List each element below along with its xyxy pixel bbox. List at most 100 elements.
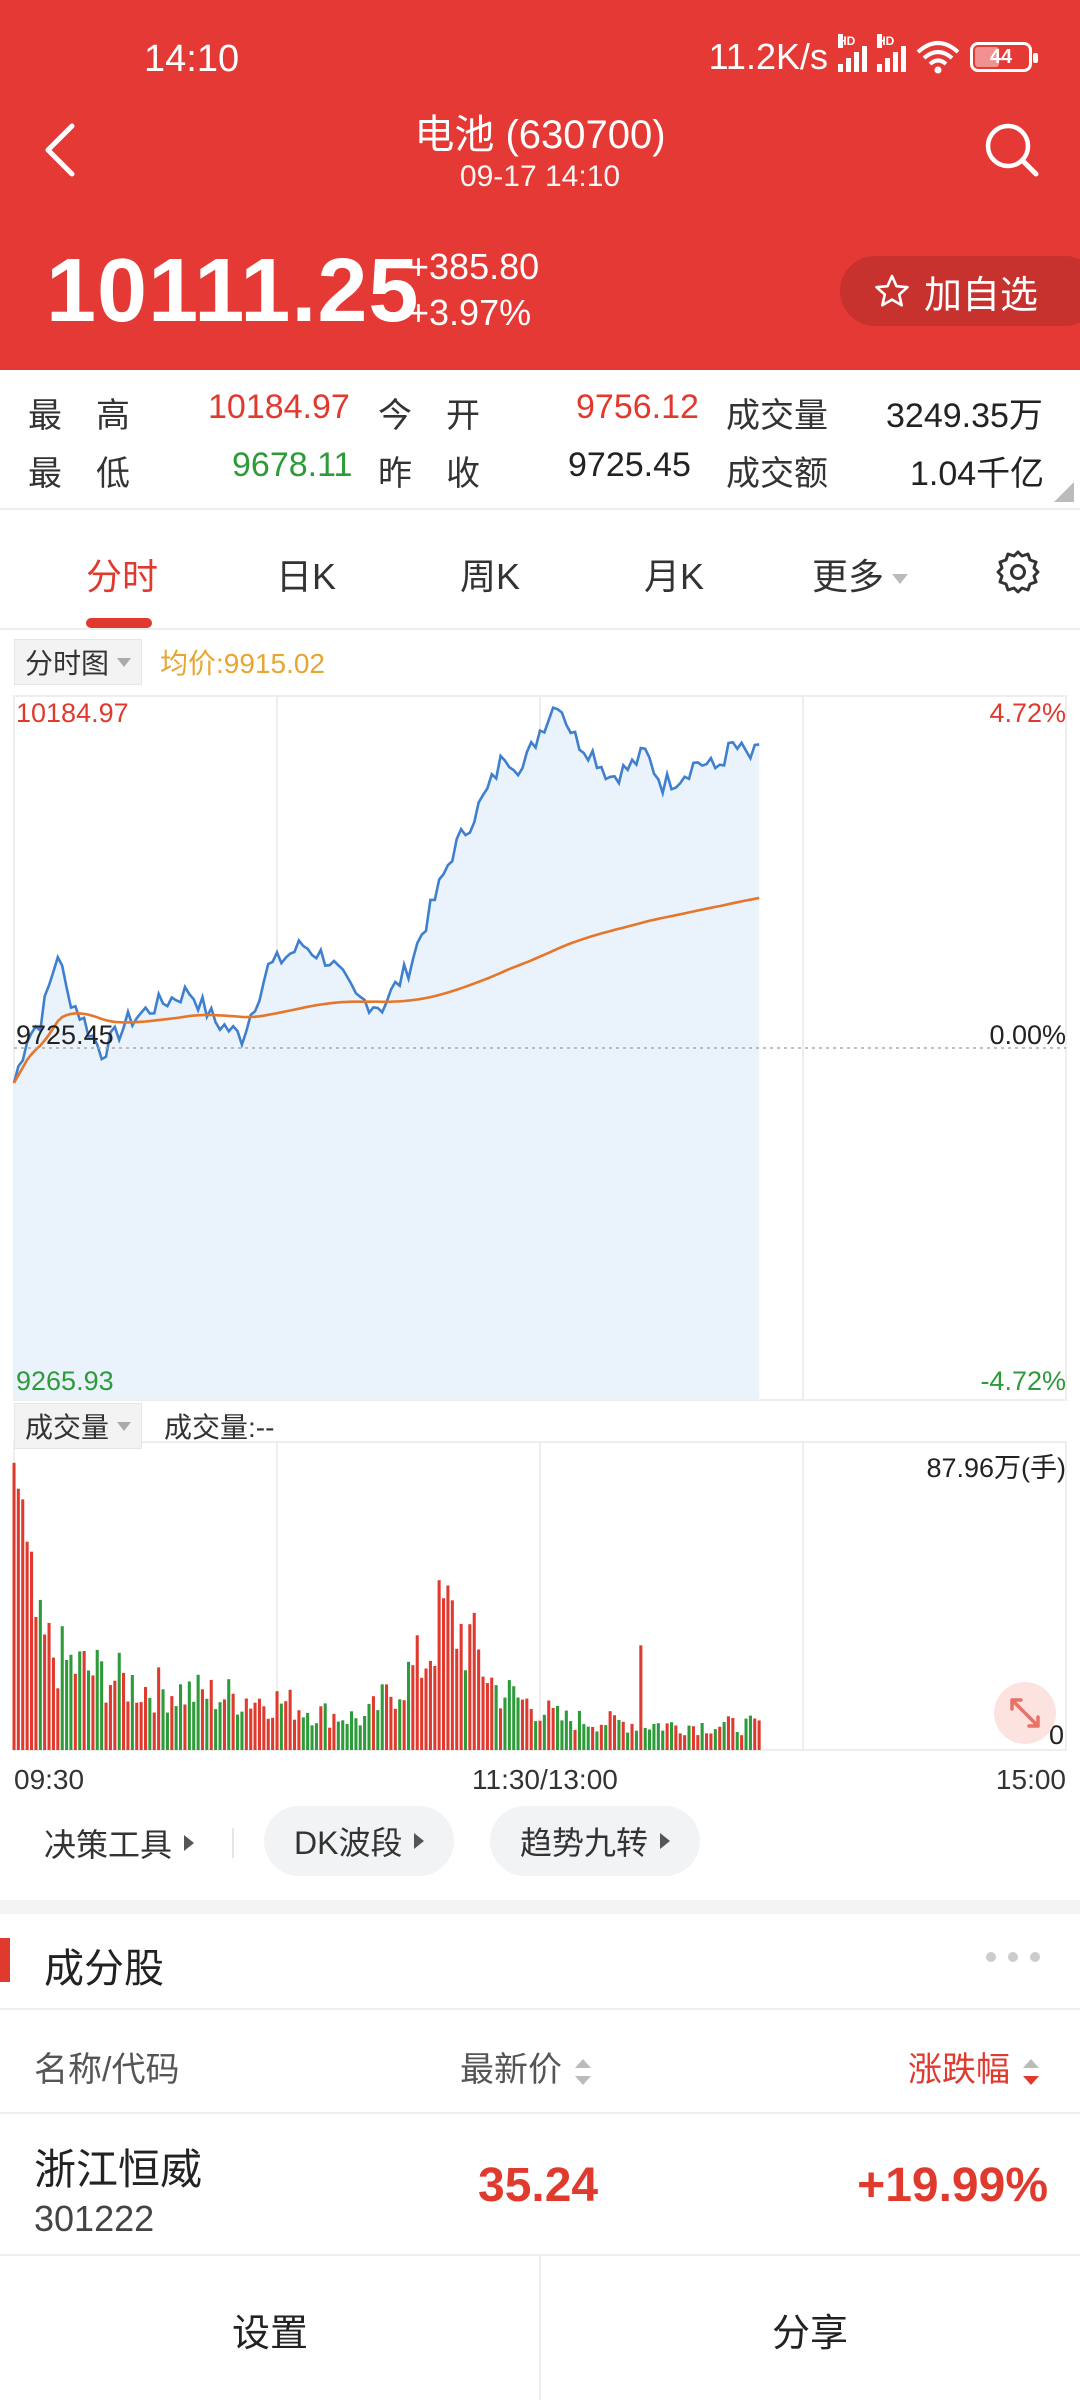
- low-label: 最 低: [28, 455, 130, 493]
- caret-right-icon: [184, 1835, 195, 1851]
- col-change-pct-label: 涨跌幅: [908, 2051, 1010, 2089]
- status-bar-right: 11.2K/s HD HD 44: [708, 34, 1038, 78]
- section-accent-bar: [0, 1938, 10, 1982]
- add-watchlist-button[interactable]: 加自选: [840, 256, 1080, 326]
- back-icon[interactable]: [40, 120, 80, 180]
- axis-mid-pct: 0.00%: [989, 1020, 1066, 1050]
- page-subtitle: 09-17 14:10: [459, 160, 621, 193]
- prev-close-label: 昨 收: [378, 455, 480, 493]
- settings-button[interactable]: 设置: [231, 2312, 308, 2355]
- tab-more-label: 更多: [812, 556, 885, 597]
- tool-row: 决策工具 DK波段 趋势九转: [0, 1806, 1080, 1880]
- expand-chart-button[interactable]: [994, 1682, 1056, 1744]
- col-latest-price[interactable]: 最新价: [460, 2042, 592, 2091]
- decision-tool-label: 决策工具: [44, 1827, 173, 1863]
- add-watchlist-label: 加自选: [924, 274, 1039, 317]
- turnover-value: 1.04千亿: [910, 455, 1045, 493]
- chart-tabs: 分时 日K 周K 月K 更多: [0, 512, 1080, 630]
- section-gap: [0, 1900, 1080, 1914]
- high-label: 最 高: [28, 397, 130, 435]
- avg-price-label: 均价:9915.02: [160, 648, 326, 679]
- wifi-icon: [916, 41, 960, 74]
- low-value: 9678.11: [232, 446, 353, 484]
- open-label: 今 开: [378, 397, 480, 435]
- turnover-label: 成交额: [726, 455, 828, 493]
- volume-bars: [12, 1462, 761, 1750]
- time-end: 15:00: [995, 1764, 1066, 1795]
- open-value: 9756.12: [576, 388, 699, 426]
- star-icon: [875, 274, 909, 307]
- bottom-action-bar: 设置 分享: [0, 2254, 1080, 2400]
- components-title: 成分股: [44, 1947, 164, 1991]
- divider: [232, 1828, 234, 1858]
- price-change: +385.80: [408, 246, 540, 287]
- sort-icon: [574, 2059, 592, 2086]
- share-button[interactable]: 分享: [771, 2312, 848, 2355]
- components-column-header: 名称/代码 最新价 涨跌幅: [0, 2010, 1080, 2114]
- gear-icon[interactable]: [994, 548, 1042, 596]
- chart-toolbar: 分时图 均价:9915.02: [14, 639, 326, 685]
- divider: [539, 2256, 541, 2400]
- chart-mode-select[interactable]: 分时图: [14, 639, 143, 685]
- trend-nine-label: 趋势九转: [520, 1825, 649, 1861]
- hd-tag-2: HD: [877, 34, 895, 48]
- stock-name: 浙江恒威: [34, 2146, 203, 2193]
- col-change-pct[interactable]: 涨跌幅: [908, 2042, 1040, 2091]
- components-header: 成分股: [0, 1914, 1080, 2010]
- sort-down-icon: [1022, 2059, 1040, 2086]
- battery-value: 44: [989, 45, 1013, 68]
- quote-stats[interactable]: 最 高 10184.97 今 开 9756.12 成交量 3249.35万 最 …: [0, 370, 1080, 510]
- axis-top-price: 10184.97: [16, 698, 129, 728]
- time-start: 09:30: [14, 1764, 85, 1795]
- volume-max-label: 87.96万(手): [926, 1453, 1066, 1483]
- app-header: 14:10 11.2K/s HD HD 44 电池 (630700) 09-17…: [0, 0, 1080, 370]
- high-value: 10184.97: [208, 388, 350, 426]
- tab-daily-k[interactable]: 日K: [276, 556, 337, 597]
- expand-icon: [1010, 1698, 1040, 1728]
- battery-level: [975, 47, 999, 67]
- axis-bottom-pct: -4.72%: [980, 1366, 1066, 1396]
- axis-mid-price: 9725.45: [16, 1020, 114, 1050]
- signal-icon: HD: [838, 34, 867, 72]
- volume-toolbar: 成交量 成交量:--: [14, 1403, 274, 1449]
- page-title: 电池 (630700): [414, 113, 666, 157]
- caret-right-icon: [414, 1833, 425, 1849]
- search-icon[interactable]: [982, 120, 1042, 180]
- tab-weekly-k[interactable]: 周K: [460, 556, 521, 597]
- dk-band-label: DK波段: [294, 1825, 403, 1861]
- axis-top-pct: 4.72%: [989, 698, 1066, 728]
- battery-icon: 44: [970, 42, 1038, 72]
- trend-nine-button[interactable]: 趋势九转: [490, 1806, 701, 1876]
- hd-tag: HD: [838, 34, 856, 48]
- avg-price-line: [12, 896, 760, 1084]
- price-change-pct: +3.97%: [408, 292, 532, 333]
- stock-change: +19.99%: [857, 2159, 1048, 2212]
- decision-tool-button[interactable]: 决策工具: [44, 1820, 195, 1866]
- col-latest-price-label: 最新价: [460, 2051, 562, 2089]
- volume-mode-select[interactable]: 成交量: [14, 1403, 143, 1449]
- tab-monthly-k[interactable]: 月K: [644, 556, 705, 597]
- active-tab-indicator: [86, 618, 152, 628]
- axis-bottom-price: 9265.93: [16, 1366, 114, 1396]
- intraday-chart[interactable]: [0, 690, 1080, 1790]
- stock-price: 35.24: [478, 2159, 599, 2212]
- chevron-down-icon: [117, 1421, 132, 1431]
- col-name-code: 名称/代码: [34, 2051, 180, 2089]
- dk-band-button[interactable]: DK波段: [264, 1806, 455, 1876]
- volume-label: 成交量: [726, 397, 828, 435]
- net-speed: 11.2K/s: [708, 36, 828, 77]
- status-time: 14:10: [144, 38, 240, 80]
- current-price: 10111.25: [46, 241, 420, 341]
- table-row[interactable]: 浙江恒威 301222 35.24 +19.99%: [0, 2114, 1080, 2254]
- caret-right-icon: [660, 1833, 671, 1849]
- chevron-down-icon: [117, 657, 132, 667]
- tab-intraday[interactable]: 分时: [86, 556, 159, 597]
- tab-more[interactable]: 更多: [812, 548, 909, 600]
- stock-code: 301222: [34, 2198, 155, 2239]
- price-area: [14, 707, 760, 1400]
- expand-corner-icon[interactable]: [1054, 482, 1074, 502]
- more-icon[interactable]: [986, 1952, 1040, 1962]
- volume-mode-label: 成交量: [25, 1412, 110, 1443]
- signal-icon-2: HD: [877, 34, 906, 72]
- time-mid: 11:30/13:00: [472, 1764, 618, 1795]
